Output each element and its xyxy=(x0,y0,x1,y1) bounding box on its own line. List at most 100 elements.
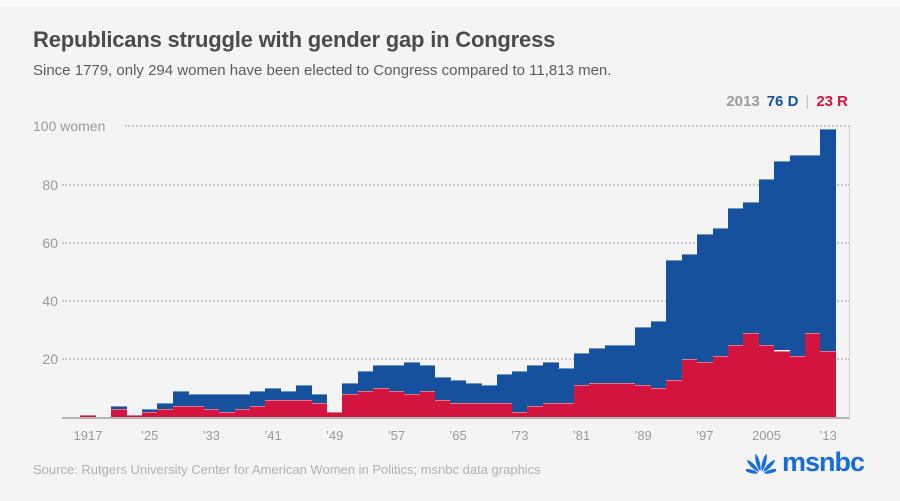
bar-1957-democrat xyxy=(388,365,405,392)
bar-1981-republican xyxy=(573,385,590,418)
bar-1987-republican xyxy=(620,382,636,418)
bar-1921-republican xyxy=(111,408,127,418)
bar-1937-republican xyxy=(234,408,251,418)
y-axis-label-40: 40 xyxy=(42,293,58,309)
x-axis-label-1957: ’57 xyxy=(387,428,406,443)
bar-1989-democrat xyxy=(635,327,652,386)
bar-1931-republican xyxy=(188,405,204,418)
x-axis-label-1941: ’41 xyxy=(264,428,282,443)
bar-1933-republican xyxy=(203,408,220,418)
bar-1995-democrat xyxy=(681,254,698,360)
legend-republican-count: 23 R xyxy=(816,93,848,110)
page-title: Republicans struggle with gender gap in … xyxy=(33,27,556,52)
bar-1925-democrat xyxy=(141,408,158,412)
bar-1997-republican xyxy=(697,362,713,418)
bar-1985-republican xyxy=(604,382,621,418)
bar-2009-republican xyxy=(789,356,806,418)
bar-1961-republican xyxy=(419,391,436,418)
msnbc-logo: msnbc xyxy=(745,447,865,477)
bar-1979-republican xyxy=(558,402,575,418)
y-gridline-100 xyxy=(125,125,850,128)
y-gridline-40 xyxy=(62,300,850,302)
bar-1967-republican xyxy=(465,402,482,418)
bar-1979-democrat xyxy=(558,367,575,403)
y-axis-label-20: 20 xyxy=(42,351,58,368)
bar-1943-democrat xyxy=(280,391,297,401)
bar-1981-democrat xyxy=(573,353,590,386)
y-gridline-60 xyxy=(62,241,850,244)
bar-1973-democrat xyxy=(512,370,528,412)
bar-1953-republican xyxy=(357,391,374,418)
bar-2001-democrat xyxy=(727,207,744,345)
bar-1969-republican xyxy=(481,402,497,418)
bar-1951-democrat xyxy=(342,382,359,395)
legend-year: 2013 xyxy=(726,93,760,110)
bar-1997-democrat xyxy=(697,234,713,363)
bar-1923-republican xyxy=(126,414,143,418)
y-gridline-20 xyxy=(62,358,850,361)
bar-1949-republican xyxy=(327,411,343,418)
bar-1931-democrat xyxy=(188,394,204,406)
bar-1999-republican xyxy=(712,356,729,418)
right-axis-line xyxy=(849,126,850,418)
x-axis-label-1981: ’81 xyxy=(572,428,591,443)
bar-1971-republican xyxy=(496,402,513,418)
x-axis-label-2005: 2005 xyxy=(752,428,781,443)
bar-1991-republican xyxy=(650,388,667,418)
x-axis-label-1989: ’89 xyxy=(634,428,652,443)
bar-1963-democrat xyxy=(434,376,451,401)
legend: 2013 76 D | 23 R xyxy=(726,93,848,110)
x-axis-label-1925: ’25 xyxy=(141,428,159,443)
x-axis-label-1949: ’49 xyxy=(326,428,344,443)
bar-2007-republican xyxy=(774,350,790,418)
bar-1953-democrat xyxy=(357,370,374,392)
peacock-icon xyxy=(745,453,776,474)
bar-1971-democrat xyxy=(496,373,513,403)
bar-1929-republican xyxy=(172,405,189,418)
bar-1945-democrat xyxy=(296,385,312,400)
msnbc-logo-text: msnbc xyxy=(781,447,865,477)
bar-1975-republican xyxy=(527,405,544,418)
bar-2005-democrat xyxy=(758,178,775,345)
x-axis-label-1933: ’33 xyxy=(202,428,221,443)
x-axis-label-2013: ’13 xyxy=(819,428,837,443)
bar-1951-republican xyxy=(342,394,359,418)
bar-1929-democrat xyxy=(172,391,189,406)
y-axis-label-80: 80 xyxy=(42,176,58,193)
bar-1947-republican xyxy=(311,402,328,418)
bar-2001-republican xyxy=(727,344,744,418)
bar-1941-democrat xyxy=(265,388,282,401)
legend-separator: | xyxy=(805,93,810,110)
bar-1935-democrat xyxy=(219,394,235,412)
bar-1955-republican xyxy=(373,388,389,418)
bar-2009-democrat xyxy=(789,155,806,357)
bar-1947-democrat xyxy=(311,394,328,403)
bar-1933-democrat xyxy=(203,394,220,409)
bar-1963-republican xyxy=(434,400,451,418)
bar-1969-democrat xyxy=(481,385,497,403)
bar-2007-democrat xyxy=(774,161,790,351)
x-axis-line xyxy=(62,416,850,419)
x-axis-label-1917: 1917 xyxy=(73,428,103,443)
bar-1925-republican xyxy=(141,411,158,418)
bar-1995-republican xyxy=(681,359,698,418)
bar-2003-republican xyxy=(743,333,760,418)
bar-1927-democrat xyxy=(157,402,174,409)
bar-1985-democrat xyxy=(604,344,621,383)
bar-1973-republican xyxy=(512,411,528,418)
bar-1959-democrat xyxy=(404,362,420,395)
bar-1957-republican xyxy=(388,391,405,418)
bar-1977-republican xyxy=(542,402,559,418)
bar-1965-republican xyxy=(450,402,467,418)
bar-1965-democrat xyxy=(450,379,467,403)
bar-1983-republican xyxy=(589,382,605,418)
bar-1977-democrat xyxy=(542,362,559,403)
x-axis-label-1997: ’97 xyxy=(696,428,714,443)
page-subtitle: Since 1779, only 294 women have been ele… xyxy=(33,62,612,79)
bar-1941-republican xyxy=(265,400,282,418)
bar-2011-democrat xyxy=(805,155,821,334)
bar-2011-republican xyxy=(805,333,821,418)
bar-1939-republican xyxy=(249,405,266,418)
bar-1935-republican xyxy=(219,411,235,418)
x-axis-label-1965: ’65 xyxy=(449,428,467,443)
